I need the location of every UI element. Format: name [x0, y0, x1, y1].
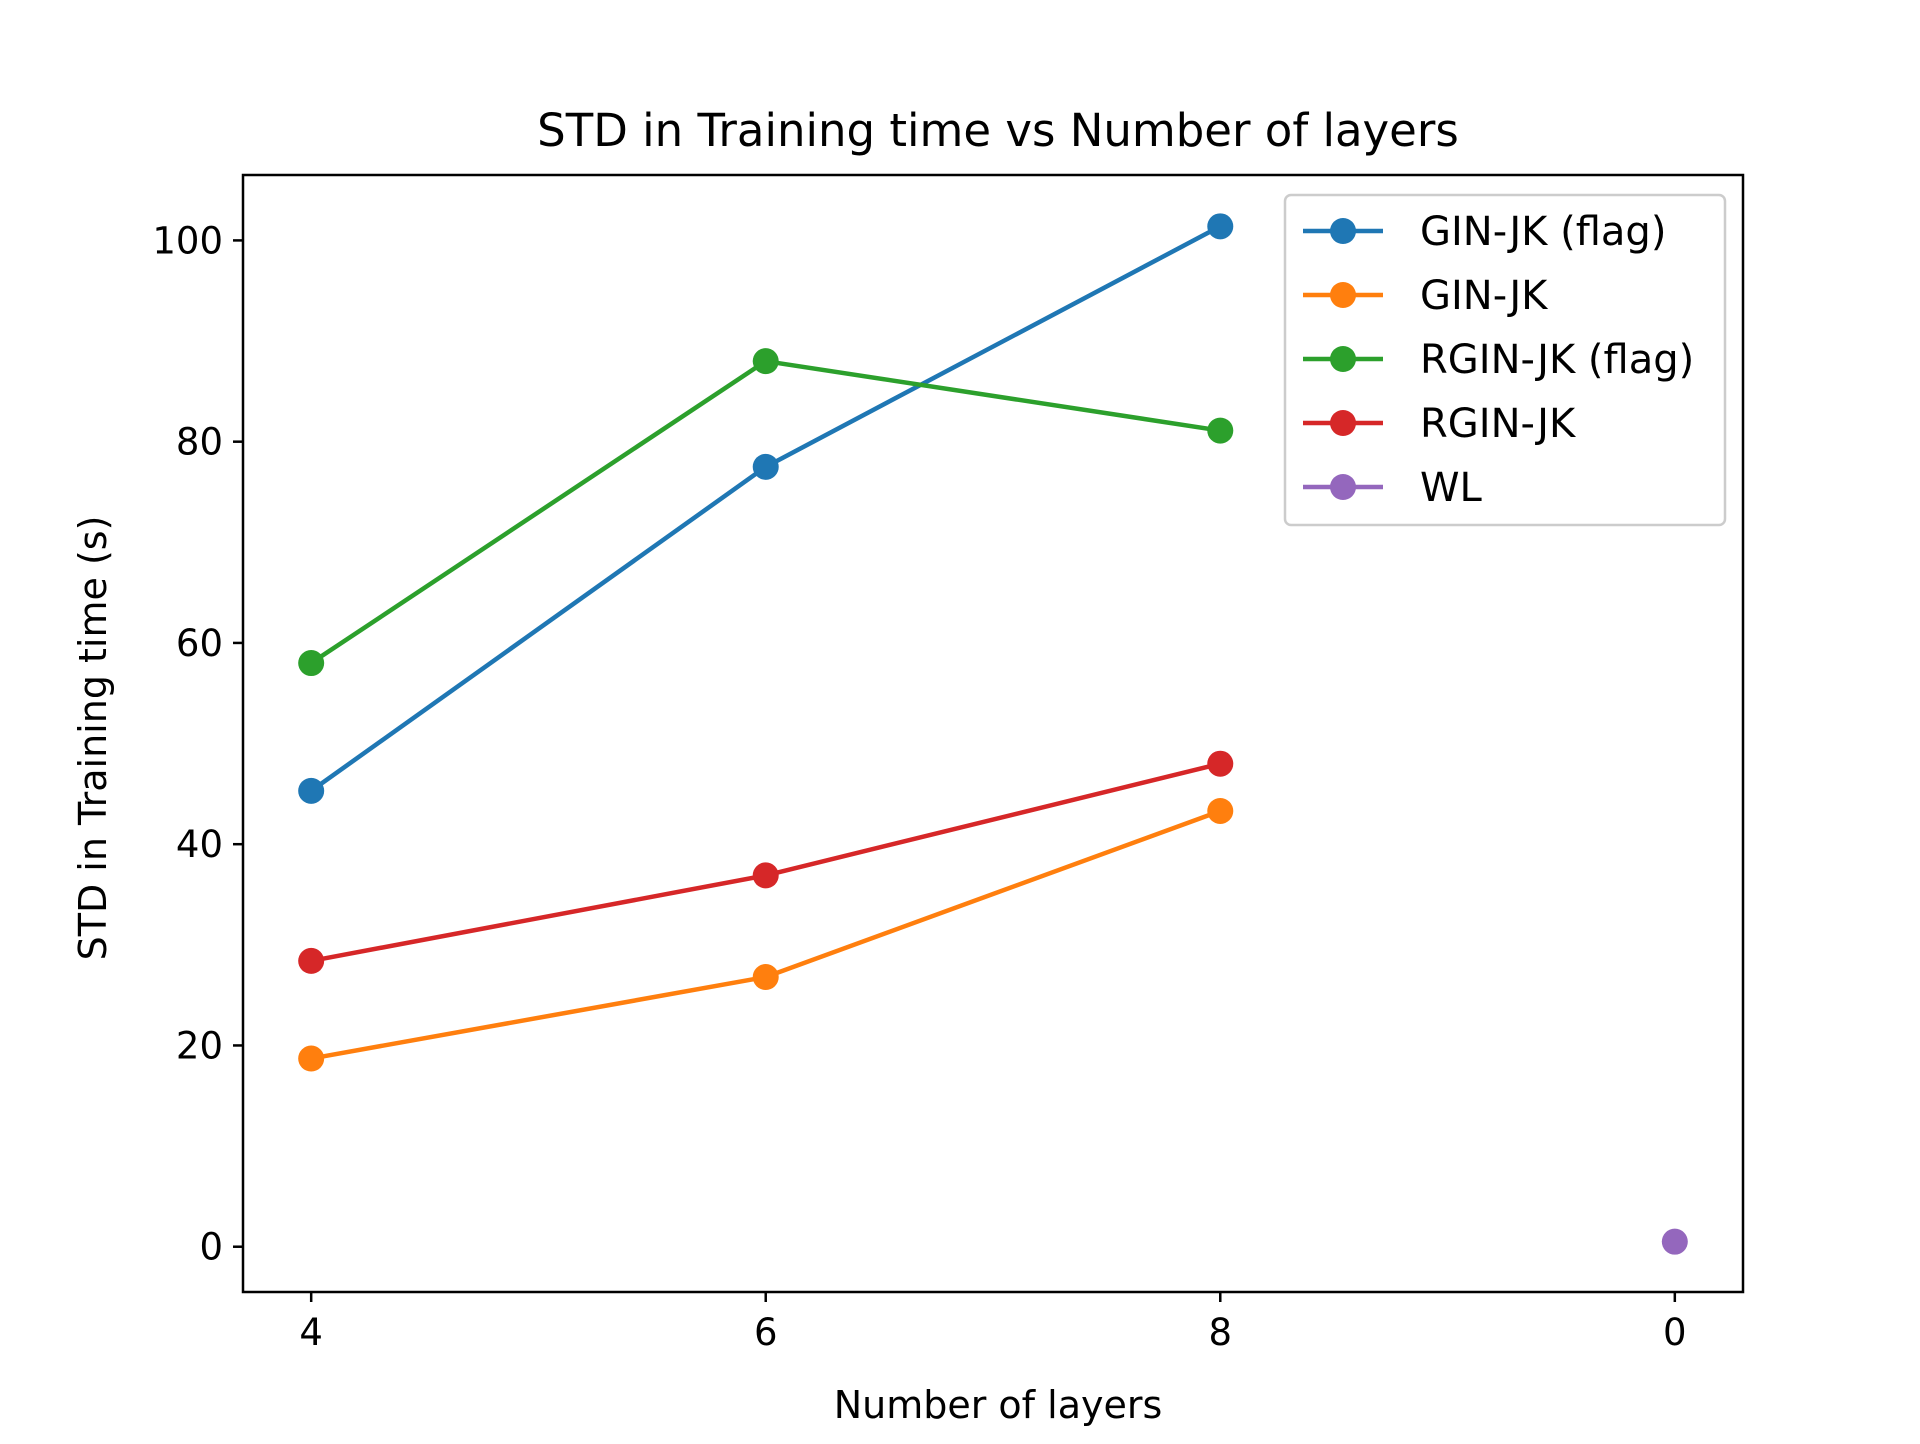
data-point-gin-jk-flag — [298, 777, 325, 804]
legend-marker-gin-jk-flag — [1330, 218, 1356, 244]
x-tick-label: 0 — [1663, 1311, 1687, 1354]
y-axis-label: STD in Training time (s) — [71, 516, 115, 961]
legend-label-rgin-jk-flag: RGIN-JK (flag) — [1420, 337, 1694, 383]
y-tick-label: 40 — [176, 823, 223, 866]
legend-box — [1283, 193, 1727, 527]
x-tick-label: 8 — [1208, 1311, 1232, 1354]
data-point-gin-jk — [1207, 797, 1234, 824]
data-point-rgin-jk-flag — [752, 348, 779, 375]
data-point-rgin-jk-flag — [1207, 417, 1234, 444]
legend-label-wl: WL — [1420, 465, 1483, 511]
y-tick-label: 100 — [152, 219, 223, 262]
legend-label-gin-jk: GIN-JK — [1420, 273, 1549, 319]
legend-marker-wl — [1330, 474, 1356, 500]
y-tick-label: 20 — [176, 1024, 223, 1067]
y-tick-label: 60 — [176, 622, 223, 665]
legend-marker-rgin-jk-flag — [1330, 346, 1356, 372]
data-point-rgin-jk-flag — [298, 650, 325, 677]
x-axis-label: Number of layers — [834, 1383, 1163, 1427]
x-tick-label: 4 — [299, 1311, 323, 1354]
data-point-gin-jk-flag — [1207, 213, 1234, 240]
data-point-gin-jk — [752, 964, 779, 991]
data-point-gin-jk-flag — [752, 453, 779, 480]
y-tick-label: 0 — [199, 1226, 223, 1269]
data-point-rgin-jk — [298, 947, 325, 974]
x-tick-label: 6 — [754, 1311, 778, 1354]
plot-frame — [241, 173, 1745, 1294]
legend: GIN-JK (flag) GIN-JK RGIN-JK (flag) RGIN-JK… — [1283, 193, 1727, 527]
legend-marker-gin-jk — [1330, 282, 1356, 308]
data-point-rgin-jk — [752, 862, 779, 889]
data-point-gin-jk — [298, 1045, 325, 1072]
legend-marker-rgin-jk — [1330, 410, 1356, 436]
chart-title: STD in Training time vs Number of layers — [537, 104, 1459, 157]
legend-label-rgin-jk: RGIN-JK — [1420, 401, 1577, 447]
y-tick-label: 80 — [176, 421, 223, 464]
legend-label-gin-jk-flag: GIN-JK (flag) — [1420, 209, 1666, 255]
data-point-wl — [1661, 1228, 1688, 1255]
data-point-rgin-jk — [1207, 750, 1234, 777]
